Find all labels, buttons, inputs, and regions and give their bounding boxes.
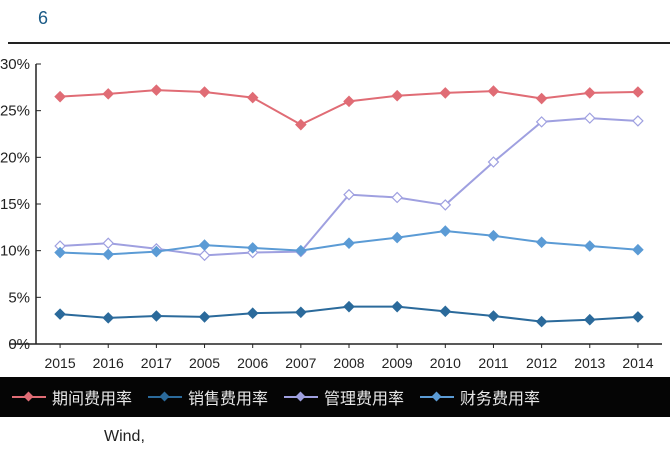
legend-item-3: 财务费用率 <box>420 385 540 409</box>
series-2-point <box>198 249 211 262</box>
series-1-point <box>295 306 307 319</box>
series-2-point <box>583 112 596 124</box>
y-tick-label: 30% <box>0 56 30 73</box>
series-1-point <box>150 310 163 322</box>
x-tick-label: 2014 <box>622 355 653 371</box>
line-chart: 30% 25% 20% 15% 10% 5% 0% 2015 2016 2017 2005 2006 2… <box>0 56 662 371</box>
series-2-point <box>632 115 644 127</box>
series-1-point <box>246 307 259 319</box>
series-0-point <box>246 91 259 104</box>
top-rule <box>8 42 670 44</box>
series-1-point <box>535 315 548 328</box>
series-line-0 <box>60 89 638 126</box>
x-tick-label: 2010 <box>430 355 461 371</box>
series-2-point <box>343 188 355 201</box>
legend-item-2: 管理费用率 <box>284 385 404 409</box>
series-1-point <box>439 305 452 318</box>
series-2-point <box>535 116 548 128</box>
series-0-point <box>343 95 355 108</box>
y-tick-label: 10% <box>0 243 30 260</box>
x-tick-label: 2005 <box>189 355 220 371</box>
series-3-point <box>295 244 307 257</box>
series-0-point <box>535 92 548 105</box>
series-0-point <box>198 86 211 98</box>
y-tick-label: 15% <box>0 196 30 213</box>
series-0-point <box>583 87 596 99</box>
series-1-point <box>391 300 403 313</box>
series-1-point <box>343 300 355 313</box>
series-line-2 <box>60 117 638 257</box>
series-1-point <box>198 311 211 323</box>
series-2-point <box>391 191 403 204</box>
series-3-point <box>632 243 644 256</box>
series-0-point <box>54 90 66 103</box>
x-tick-label: 2012 <box>526 355 557 371</box>
series-2-point <box>487 156 500 168</box>
series-3-point <box>535 236 548 249</box>
y-tick-label: 0% <box>8 336 30 353</box>
source-note: Wind, <box>104 428 145 445</box>
series-3-point <box>150 245 163 258</box>
legend-swatch-3 <box>420 396 455 398</box>
series-3-point <box>487 229 500 242</box>
series-2-point <box>102 237 115 249</box>
x-tick-label: 2011 <box>478 355 508 371</box>
series-3-point <box>198 239 211 251</box>
legend-label-2: 管理费用率 <box>324 391 405 408</box>
series-3-point <box>102 248 115 261</box>
legend-swatch-2 <box>284 396 319 398</box>
x-tick-label: 2016 <box>93 355 124 371</box>
y-tick-label: 5% <box>8 289 30 306</box>
legend-swatch-1 <box>148 396 183 398</box>
series-0-point <box>439 87 452 99</box>
series-2-point <box>54 240 66 252</box>
chart-legend: 期间费用率 销售费用率 管理费用率 财务费用率 <box>0 377 670 417</box>
series-0-point <box>150 84 163 96</box>
legend-label-0: 期间费用率 <box>52 391 133 408</box>
y-tick-label: 25% <box>0 103 30 120</box>
figure-number: 6 <box>38 8 49 28</box>
series-0-point <box>487 85 500 97</box>
series-0-point <box>102 88 115 100</box>
series-1-point <box>583 313 596 326</box>
x-tick-label: 2015 <box>44 355 75 371</box>
legend-swatch-0 <box>12 396 46 398</box>
x-tick-label: 2013 <box>574 355 605 371</box>
series-2-point <box>439 199 452 211</box>
series-1-point <box>54 308 66 320</box>
x-tick-label: 2008 <box>333 355 364 371</box>
series-1-point <box>102 312 115 324</box>
series-1-point <box>487 310 500 322</box>
series-0-point <box>295 118 307 131</box>
x-tick-label: 2006 <box>237 355 268 371</box>
series-1-point <box>632 311 644 323</box>
legend-label-3: 财务费用率 <box>460 391 541 408</box>
legend-item-1: 销售费用率 <box>148 385 268 409</box>
x-tick-label: 2007 <box>285 355 316 371</box>
series-3-point <box>583 240 596 252</box>
y-tick-label: 20% <box>0 149 30 166</box>
series-3-point <box>54 246 66 259</box>
x-tick-label: 2009 <box>382 355 413 371</box>
series-0-point <box>391 89 403 102</box>
series-0-point <box>632 86 644 98</box>
x-tick-label: 2017 <box>141 355 172 371</box>
legend-label-1: 销售费用率 <box>188 391 269 408</box>
legend-item-0: 期间费用率 <box>12 385 132 409</box>
series-3-point <box>439 225 452 237</box>
series-3-point <box>246 242 259 254</box>
series-3-point <box>391 231 403 244</box>
series-3-point <box>343 237 355 249</box>
